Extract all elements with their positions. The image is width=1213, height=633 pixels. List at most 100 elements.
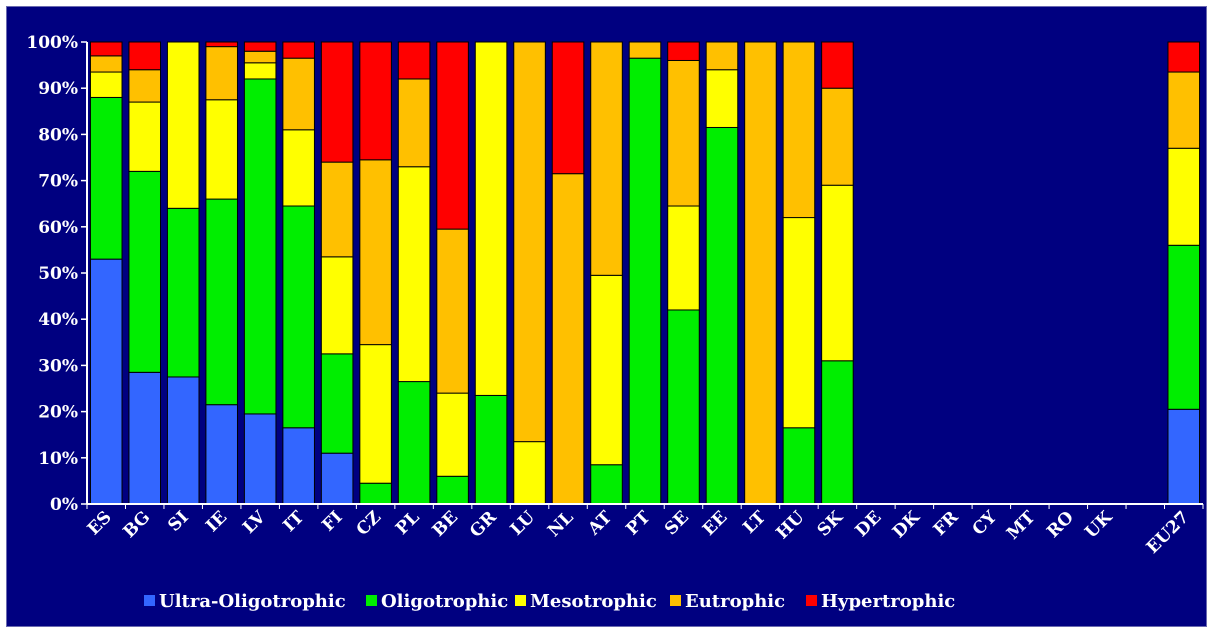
bar-segment-SK-1 (821, 360, 854, 505)
x-category-label: IE (202, 507, 231, 536)
y-tick-label: 60% (38, 218, 78, 238)
bar-segment-HU-3 (782, 41, 816, 219)
bar-segment-BE-1 (436, 475, 469, 505)
x-category-label: EE (699, 507, 731, 539)
bar-segment-ES-1 (89, 96, 123, 260)
bar-segment-PT-1 (628, 57, 662, 505)
x-category-label: CZ (353, 507, 385, 539)
bar-segment-SE-4 (667, 41, 700, 61)
bar-segment-EE-3 (705, 41, 739, 71)
bar-segment-BG-1 (128, 170, 162, 373)
x-category-label: BG (119, 507, 154, 542)
bar-segment-IE-2 (205, 99, 238, 200)
x-labels-layer: ES BG SI IE LV IT FI CZ PL BE GR LU NL AT PT SE EE LT HU SK… (84, 504, 1204, 558)
legend-swatch (515, 595, 526, 606)
bar-segment-LU-3 (513, 41, 546, 443)
x-category-label: HU (772, 507, 808, 543)
x-category-label: IT (279, 507, 308, 536)
bar-segment-LV-4 (243, 41, 277, 52)
bar-segment-NL-3 (551, 173, 585, 505)
bar-segment-FI-2 (320, 256, 354, 355)
bar-segment-LV-3 (243, 50, 277, 64)
x-category-label: LU (507, 507, 540, 540)
bar-segment-ES-0 (89, 258, 123, 505)
bar-segment-IE-0 (205, 404, 238, 505)
x-category-label: UK (1081, 507, 1117, 543)
bar-segment-PT-3 (628, 41, 662, 59)
bar-segment-CZ-4 (359, 41, 392, 161)
bar-segment-EU27-3 (1167, 71, 1201, 149)
bar-segment-SK-4 (821, 41, 854, 89)
x-category-label: DK (889, 507, 925, 543)
bar-segment-HU-2 (782, 217, 816, 429)
x-category-label: LV (239, 507, 270, 538)
x-category-label: MT (1003, 507, 1040, 544)
bar-segment-SE-1 (667, 309, 700, 505)
bar-segment-BG-3 (128, 69, 162, 103)
bar-segment-NL-4 (551, 41, 585, 175)
bar-segment-SI-2 (166, 41, 200, 209)
legend-label: Mesotrophic (530, 591, 657, 612)
bar-segment-BE-2 (436, 392, 469, 477)
x-category-label: FR (930, 507, 963, 540)
bar-segment-AT-2 (590, 274, 623, 466)
bar-segment-IE-4 (205, 41, 238, 48)
bar-segment-LV-1 (243, 78, 277, 415)
bar-segment-SI-1 (166, 207, 200, 378)
bar-segment-ES-4 (89, 41, 123, 57)
bar-segment-EU27-2 (1167, 147, 1201, 246)
bar-segment-BE-4 (436, 41, 469, 230)
bar-segment-EE-2 (705, 69, 739, 128)
bar-segment-AT-3 (590, 41, 623, 276)
legend-swatch (144, 595, 155, 606)
bar-segment-IT-0 (282, 427, 315, 505)
bar-segment-PL-3 (397, 78, 431, 168)
bar-segment-GR-1 (474, 394, 508, 505)
bar-segment-IT-3 (282, 57, 315, 131)
bar-segment-EU27-1 (1167, 244, 1201, 410)
x-category-label: EU27 (1143, 507, 1194, 558)
x-category-label: RO (1043, 507, 1078, 542)
legend-swatch (366, 595, 377, 606)
bar-segment-ES-3 (89, 55, 123, 73)
bar-segment-EU27-0 (1167, 408, 1201, 505)
x-category-label: SE (661, 507, 693, 539)
bar-segment-FI-1 (320, 353, 354, 454)
y-tick-label: 40% (38, 310, 78, 330)
chart-frame: 0% 10% 20% 30% 40% 50% 60% 70% 80% 90% 100% ES BG SI… (6, 6, 1207, 627)
bar-segment-IT-2 (282, 129, 315, 207)
stacked-bar-chart: 0% 10% 20% 30% 40% 50% 60% 70% 80% 90% 100% ES BG SI… (26, 33, 1204, 612)
bar-segment-SE-3 (667, 59, 700, 207)
bar-segment-SI-0 (166, 376, 200, 505)
x-category-label: GR (466, 507, 501, 542)
bar-segment-BE-3 (436, 228, 469, 394)
bars-layer (89, 41, 1201, 505)
legend-label: Ultra-Oligotrophic (159, 591, 346, 612)
bar-segment-AT-1 (590, 464, 623, 505)
bar-segment-SK-3 (821, 87, 854, 186)
x-category-label: SK (814, 507, 848, 541)
bar-segment-EE-1 (705, 126, 739, 505)
y-tick-label: 30% (38, 356, 78, 376)
bar-segment-LU-2 (513, 441, 546, 505)
legend: Ultra-Oligotrophic Oligotrophic Mesotrophi… (144, 591, 955, 612)
y-tick-label: 50% (38, 264, 78, 284)
bar-segment-LV-2 (243, 62, 277, 80)
bar-segment-CZ-1 (359, 482, 392, 505)
y-tick-label: 10% (38, 449, 78, 469)
bar-segment-CZ-2 (359, 344, 392, 484)
legend-swatch (806, 595, 817, 606)
bar-segment-GR-2 (474, 41, 508, 396)
y-tick-label: 20% (38, 403, 78, 423)
bar-segment-IE-1 (205, 198, 238, 406)
legend-label: Eutrophic (685, 591, 785, 612)
x-category-label: DE (852, 507, 886, 541)
x-category-label: NL (544, 507, 578, 541)
x-category-label: CY (969, 507, 1002, 540)
x-category-label: ES (84, 507, 116, 539)
bar-segment-PL-4 (397, 41, 431, 80)
x-category-label: PL (392, 507, 424, 539)
x-category-label: PT (622, 507, 654, 539)
bar-segment-LT-3 (744, 41, 777, 505)
bar-segment-BG-0 (128, 371, 162, 505)
